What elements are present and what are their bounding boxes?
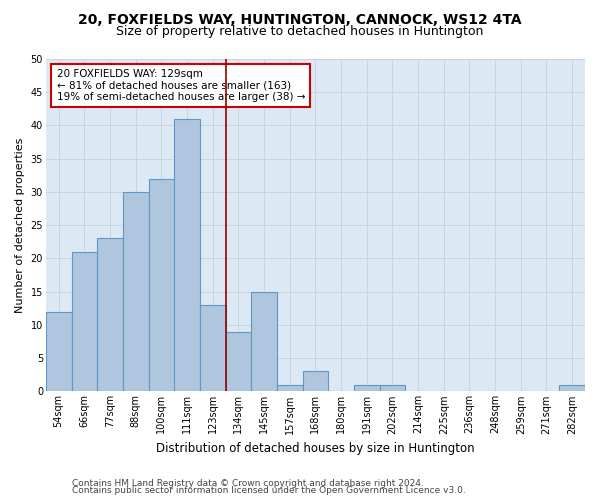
Bar	[251, 292, 277, 392]
Bar	[559, 384, 585, 392]
Bar	[71, 252, 97, 392]
Bar	[200, 305, 226, 392]
Bar	[302, 372, 328, 392]
Text: 20 FOXFIELDS WAY: 129sqm
← 81% of detached houses are smaller (163)
19% of semi-: 20 FOXFIELDS WAY: 129sqm ← 81% of detach…	[56, 69, 305, 102]
Bar	[149, 178, 174, 392]
Bar	[354, 384, 380, 392]
Bar	[174, 119, 200, 392]
Bar	[226, 332, 251, 392]
Bar	[46, 312, 71, 392]
Text: Contains HM Land Registry data © Crown copyright and database right 2024.: Contains HM Land Registry data © Crown c…	[72, 478, 424, 488]
Bar	[380, 384, 405, 392]
Bar	[123, 192, 149, 392]
Bar	[277, 384, 302, 392]
X-axis label: Distribution of detached houses by size in Huntington: Distribution of detached houses by size …	[156, 442, 475, 455]
Y-axis label: Number of detached properties: Number of detached properties	[15, 138, 25, 313]
Text: 20, FOXFIELDS WAY, HUNTINGTON, CANNOCK, WS12 4TA: 20, FOXFIELDS WAY, HUNTINGTON, CANNOCK, …	[78, 12, 522, 26]
Text: Size of property relative to detached houses in Huntington: Size of property relative to detached ho…	[116, 25, 484, 38]
Bar	[97, 238, 123, 392]
Text: Contains public sector information licensed under the Open Government Licence v3: Contains public sector information licen…	[72, 486, 466, 495]
